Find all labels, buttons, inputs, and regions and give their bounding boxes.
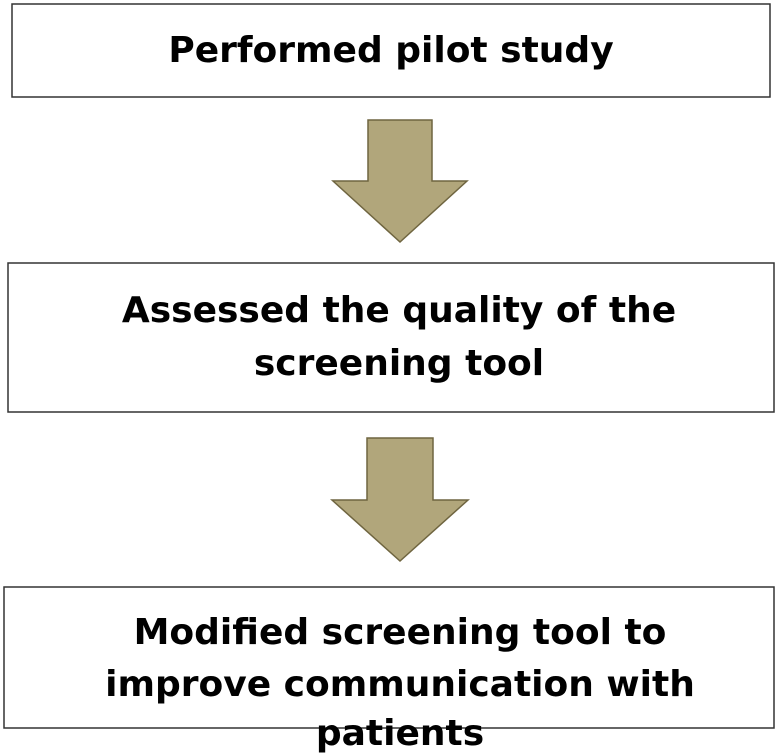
down-arrow	[330, 437, 470, 563]
step-text: Performed pilot study	[168, 30, 613, 71]
step-text: patients	[316, 713, 484, 754]
step-text: Assessed the quality of the	[122, 290, 676, 331]
step-text: improve communication with	[105, 664, 695, 705]
step-text: screening tool	[254, 343, 544, 384]
step-box	[3, 586, 775, 729]
down-arrow	[331, 119, 469, 244]
step-text: Modified screening tool to	[134, 612, 667, 653]
step-box	[11, 3, 771, 98]
step-box	[7, 262, 775, 413]
